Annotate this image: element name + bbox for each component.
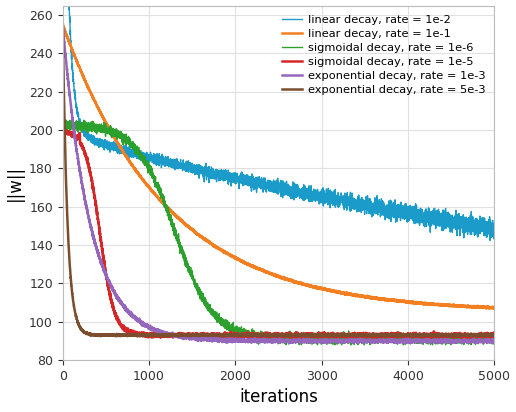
linear decay, rate = 1e-1 bbox=[382, 296, 388, 301]
exponential decay, rate = 5e-3 bbox=[319, 332, 325, 337]
sigmoidal decay, rate = 1e-6 bbox=[341, 339, 347, 344]
sigmoidal decay, rate = 1e-5 bbox=[138, 331, 144, 336]
linear decay, rate = 1e-2 bbox=[382, 210, 388, 215]
sigmoidal decay, rate = 1e-6 bbox=[60, 117, 66, 122]
exponential decay, rate = 5e-3 bbox=[60, 22, 66, 27]
sigmoidal decay, rate = 1e-5 bbox=[489, 336, 495, 341]
Legend: linear decay, rate = 1e-2, linear decay, rate = 1e-1, sigmoidal decay, rate = 1e: linear decay, rate = 1e-2, linear decay,… bbox=[278, 11, 489, 98]
exponential decay, rate = 1e-3 bbox=[138, 321, 144, 325]
linear decay, rate = 1e-2 bbox=[224, 176, 231, 180]
sigmoidal decay, rate = 1e-5 bbox=[319, 333, 325, 338]
X-axis label: iterations: iterations bbox=[239, 389, 318, 407]
linear decay, rate = 1e-2 bbox=[487, 238, 493, 243]
linear decay, rate = 1e-1 bbox=[318, 286, 325, 291]
sigmoidal decay, rate = 1e-6 bbox=[415, 337, 421, 342]
Line: sigmoidal decay, rate = 1e-5: sigmoidal decay, rate = 1e-5 bbox=[63, 129, 494, 339]
exponential decay, rate = 5e-3 bbox=[382, 332, 388, 337]
sigmoidal decay, rate = 1e-6 bbox=[60, 125, 66, 130]
sigmoidal decay, rate = 1e-6 bbox=[138, 153, 144, 158]
sigmoidal decay, rate = 1e-5 bbox=[415, 332, 421, 337]
linear decay, rate = 1e-2 bbox=[491, 234, 497, 239]
exponential decay, rate = 5e-3 bbox=[491, 332, 497, 337]
exponential decay, rate = 5e-3 bbox=[138, 332, 144, 337]
linear decay, rate = 1e-1 bbox=[60, 22, 66, 27]
exponential decay, rate = 5e-3 bbox=[162, 334, 168, 339]
sigmoidal decay, rate = 1e-5 bbox=[341, 333, 347, 338]
exponential decay, rate = 1e-3 bbox=[382, 337, 388, 342]
linear decay, rate = 1e-1 bbox=[487, 306, 493, 311]
exponential decay, rate = 1e-3 bbox=[491, 338, 497, 343]
linear decay, rate = 1e-1 bbox=[491, 305, 497, 310]
sigmoidal decay, rate = 1e-6 bbox=[491, 338, 497, 343]
Line: exponential decay, rate = 1e-3: exponential decay, rate = 1e-3 bbox=[63, 24, 494, 343]
exponential decay, rate = 1e-3 bbox=[415, 339, 421, 344]
linear decay, rate = 1e-2 bbox=[319, 200, 325, 205]
linear decay, rate = 1e-1 bbox=[341, 291, 347, 296]
exponential decay, rate = 5e-3 bbox=[224, 332, 231, 337]
exponential decay, rate = 1e-3 bbox=[224, 336, 231, 341]
linear decay, rate = 1e-2 bbox=[341, 205, 347, 210]
sigmoidal decay, rate = 1e-6 bbox=[382, 337, 388, 342]
linear decay, rate = 1e-2 bbox=[138, 152, 144, 157]
sigmoidal decay, rate = 1e-5 bbox=[491, 332, 497, 337]
exponential decay, rate = 1e-3 bbox=[319, 339, 325, 344]
Line: linear decay, rate = 1e-1: linear decay, rate = 1e-1 bbox=[63, 25, 494, 309]
Line: linear decay, rate = 1e-2: linear decay, rate = 1e-2 bbox=[63, 0, 494, 241]
sigmoidal decay, rate = 1e-5 bbox=[224, 332, 231, 337]
sigmoidal decay, rate = 1e-6 bbox=[298, 342, 304, 347]
Y-axis label: ||w||: ||w|| bbox=[6, 165, 24, 201]
Line: sigmoidal decay, rate = 1e-6: sigmoidal decay, rate = 1e-6 bbox=[63, 119, 494, 345]
linear decay, rate = 1e-2 bbox=[415, 215, 421, 220]
exponential decay, rate = 1e-3 bbox=[285, 340, 292, 345]
exponential decay, rate = 5e-3 bbox=[341, 332, 347, 337]
exponential decay, rate = 5e-3 bbox=[415, 333, 421, 338]
Line: exponential decay, rate = 5e-3: exponential decay, rate = 5e-3 bbox=[63, 24, 494, 337]
exponential decay, rate = 1e-3 bbox=[60, 21, 66, 26]
linear decay, rate = 1e-1 bbox=[224, 251, 231, 256]
linear decay, rate = 1e-2 bbox=[60, 22, 66, 27]
linear decay, rate = 1e-1 bbox=[138, 175, 144, 180]
sigmoidal decay, rate = 1e-6 bbox=[224, 322, 231, 327]
sigmoidal decay, rate = 1e-6 bbox=[319, 337, 325, 342]
sigmoidal decay, rate = 1e-5 bbox=[382, 331, 388, 336]
linear decay, rate = 1e-1 bbox=[414, 300, 421, 305]
sigmoidal decay, rate = 1e-5 bbox=[60, 128, 66, 133]
exponential decay, rate = 1e-3 bbox=[341, 339, 347, 344]
sigmoidal decay, rate = 1e-5 bbox=[61, 126, 67, 131]
